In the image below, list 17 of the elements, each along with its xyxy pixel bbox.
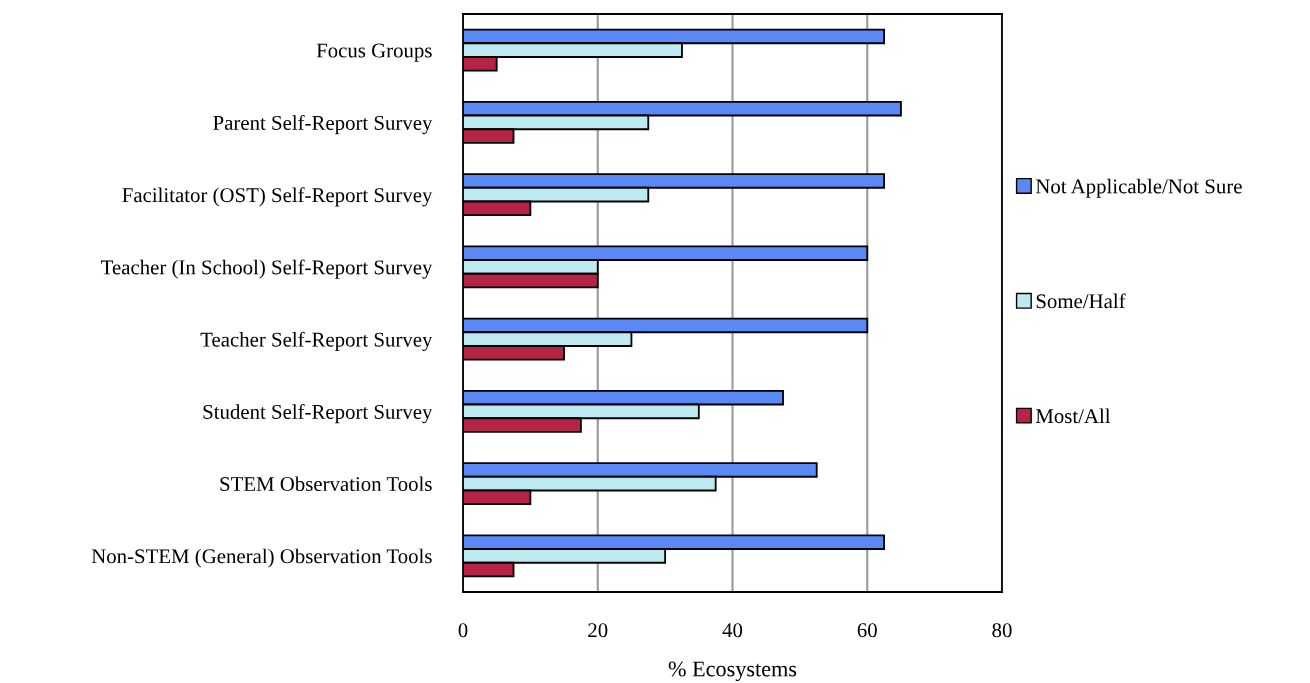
legend-label: Not Applicable/Not Sure (1035, 178, 1242, 198)
x-tick-label: 40 (722, 623, 743, 638)
y-tick-label: Facilitator (OST) Self-Report Survey (122, 187, 433, 207)
x-tick-label: 60 (857, 623, 877, 638)
y-tick-label: Teacher Self-Report Survey (200, 331, 433, 351)
y-tick-label: STEM Observation Tools (220, 476, 432, 492)
x-tick-label: 80 (992, 623, 1012, 638)
x-axis-title: % Ecosystems (668, 661, 797, 682)
y-tick-label: Teacher (In School) Self-Report Survey (101, 259, 433, 279)
y-tick-label: Non-STEM (General) Observation Tools (91, 548, 432, 568)
y-tick-label: Focus Groups (316, 43, 432, 62)
x-tick-label: 0 (458, 623, 468, 638)
y-tick-label: Student Self-Report Survey (203, 404, 433, 424)
x-tick-label: 20 (588, 623, 608, 638)
legend-label: Most/All (1035, 408, 1111, 424)
legend-label: Some/Half (1036, 293, 1126, 309)
y-tick-label: Parent Self-Report Survey (213, 115, 433, 135)
